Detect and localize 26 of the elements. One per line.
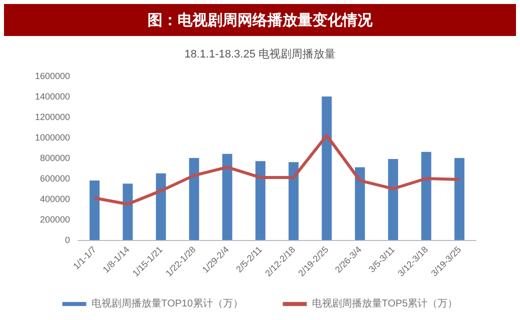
line-series [93, 134, 461, 206]
y-tick-label: 600000 [40, 174, 70, 184]
chart-title: 图：电视剧周网络播放量变化情况 [4, 4, 516, 36]
y-tick-label: 1600000 [34, 71, 70, 81]
legend-label: 电视剧周播放量TOP5累计（万） [312, 298, 458, 310]
y-tick-label: 0 [64, 235, 70, 245]
bar [322, 96, 332, 240]
bar [421, 152, 432, 240]
bar [156, 173, 166, 240]
bar [354, 167, 365, 240]
y-tick-label: 800000 [40, 153, 70, 163]
bar [189, 158, 200, 240]
bar [90, 180, 100, 240]
bar [222, 154, 232, 240]
bar [288, 162, 299, 240]
y-tick-label: 1000000 [34, 132, 70, 142]
legend-label: 电视剧周播放量TOP10累计（万） [91, 298, 243, 310]
chart-subtitle: 18.1.1-18.3.25 电视剧周播放量 [184, 48, 336, 60]
bar [255, 161, 266, 240]
y-tick-label: 1400000 [34, 92, 70, 102]
y-tick-label: 200000 [40, 214, 70, 224]
bar [454, 158, 464, 240]
bar [388, 159, 398, 240]
bar [122, 184, 133, 240]
y-tick-label: 400000 [40, 194, 70, 204]
y-tick-label: 1200000 [34, 112, 70, 122]
